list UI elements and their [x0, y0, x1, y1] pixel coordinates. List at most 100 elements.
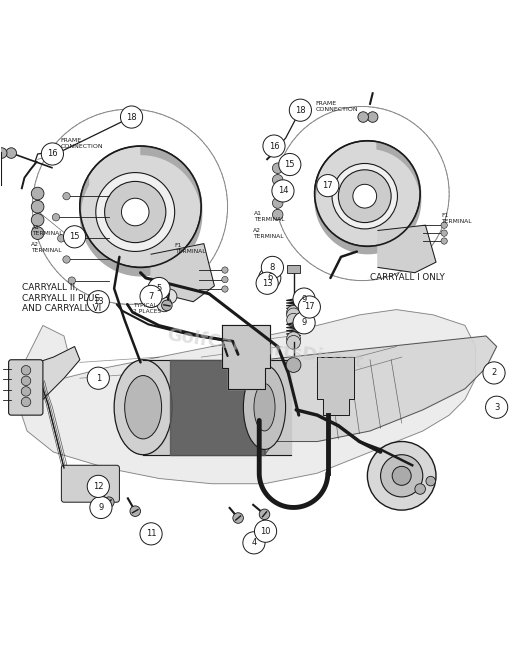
Circle shape	[233, 513, 243, 523]
Circle shape	[286, 358, 301, 372]
Circle shape	[293, 312, 315, 334]
Circle shape	[21, 397, 31, 407]
Polygon shape	[169, 360, 264, 455]
Circle shape	[287, 308, 300, 322]
Text: 9: 9	[302, 294, 307, 304]
Polygon shape	[143, 360, 291, 455]
Circle shape	[293, 288, 315, 310]
Circle shape	[272, 175, 283, 185]
Circle shape	[254, 520, 277, 542]
Circle shape	[58, 235, 65, 242]
Text: 17: 17	[323, 181, 333, 190]
Circle shape	[63, 192, 70, 200]
Text: 14: 14	[278, 186, 288, 196]
Circle shape	[289, 99, 312, 121]
Text: CARRYALL II,
CARRYALL II PLUS
AND CARRYALL VI: CARRYALL II, CARRYALL II PLUS AND CARRYA…	[22, 283, 101, 313]
Circle shape	[157, 297, 171, 312]
Circle shape	[367, 442, 436, 510]
Circle shape	[256, 272, 278, 294]
Text: FRAME
CONNECTION: FRAME CONNECTION	[60, 138, 103, 149]
Polygon shape	[317, 357, 354, 415]
Circle shape	[222, 267, 228, 274]
Circle shape	[287, 335, 300, 349]
Circle shape	[358, 112, 368, 122]
Text: 18: 18	[126, 112, 137, 122]
Text: 8: 8	[270, 263, 275, 272]
Circle shape	[483, 362, 505, 384]
Circle shape	[105, 181, 166, 243]
Circle shape	[87, 367, 110, 389]
Circle shape	[259, 509, 270, 519]
Circle shape	[380, 455, 423, 497]
Circle shape	[243, 532, 265, 554]
Text: 2: 2	[491, 368, 497, 378]
Circle shape	[52, 214, 60, 221]
Text: A2
TERMINAL: A2 TERMINAL	[253, 228, 284, 239]
Circle shape	[68, 277, 76, 284]
Circle shape	[272, 186, 283, 197]
Circle shape	[287, 305, 300, 319]
Circle shape	[261, 256, 284, 278]
Circle shape	[441, 238, 448, 244]
Circle shape	[148, 278, 170, 300]
Text: 9: 9	[302, 319, 307, 327]
Text: FRAME
CONNECTION: FRAME CONNECTION	[316, 101, 358, 112]
Text: A1
TERMINAL: A1 TERMINAL	[32, 225, 63, 236]
Text: 15: 15	[69, 233, 80, 241]
Circle shape	[272, 163, 283, 173]
Circle shape	[21, 376, 31, 386]
FancyBboxPatch shape	[268, 270, 277, 276]
Circle shape	[263, 135, 285, 157]
Circle shape	[222, 276, 228, 283]
Circle shape	[80, 146, 201, 267]
Circle shape	[151, 290, 162, 300]
Circle shape	[392, 466, 411, 485]
Circle shape	[21, 366, 31, 375]
Text: 3: 3	[494, 403, 499, 412]
FancyBboxPatch shape	[287, 265, 300, 273]
Ellipse shape	[243, 365, 286, 450]
Text: 15: 15	[285, 160, 295, 169]
Circle shape	[6, 148, 16, 159]
Circle shape	[222, 286, 228, 292]
Circle shape	[104, 497, 114, 507]
Text: F1
TERMINAL: F1 TERMINAL	[441, 214, 472, 224]
Polygon shape	[22, 347, 80, 410]
Circle shape	[31, 214, 44, 226]
Circle shape	[87, 290, 110, 312]
Circle shape	[287, 332, 300, 345]
Text: GolfCartPartsDirect: GolfCartPartsDirect	[165, 327, 364, 372]
Text: 18: 18	[295, 106, 306, 115]
Circle shape	[315, 140, 420, 247]
Text: 17: 17	[304, 302, 315, 312]
Text: TYPICAL
2 PLACES: TYPICAL 2 PLACES	[133, 303, 161, 314]
Circle shape	[122, 198, 149, 226]
FancyBboxPatch shape	[61, 465, 120, 502]
Circle shape	[272, 198, 283, 208]
Circle shape	[162, 300, 172, 310]
Circle shape	[298, 296, 321, 318]
Text: 7: 7	[148, 292, 154, 301]
Circle shape	[31, 226, 44, 239]
Circle shape	[63, 226, 86, 248]
Ellipse shape	[125, 376, 162, 439]
Circle shape	[339, 170, 391, 222]
Circle shape	[31, 187, 44, 200]
Circle shape	[90, 497, 112, 519]
Polygon shape	[222, 325, 270, 389]
Circle shape	[353, 184, 377, 208]
Text: 16: 16	[269, 142, 279, 151]
Circle shape	[441, 230, 448, 237]
Circle shape	[41, 143, 63, 165]
Circle shape	[272, 180, 294, 202]
Circle shape	[0, 148, 7, 159]
Polygon shape	[16, 310, 476, 484]
Text: 5: 5	[157, 284, 161, 293]
Circle shape	[130, 506, 141, 517]
Circle shape	[317, 175, 339, 197]
Circle shape	[154, 289, 169, 304]
Circle shape	[63, 256, 70, 263]
Text: 6: 6	[267, 274, 272, 282]
Circle shape	[87, 475, 110, 497]
Text: F1
TERMINAL: F1 TERMINAL	[175, 243, 205, 255]
